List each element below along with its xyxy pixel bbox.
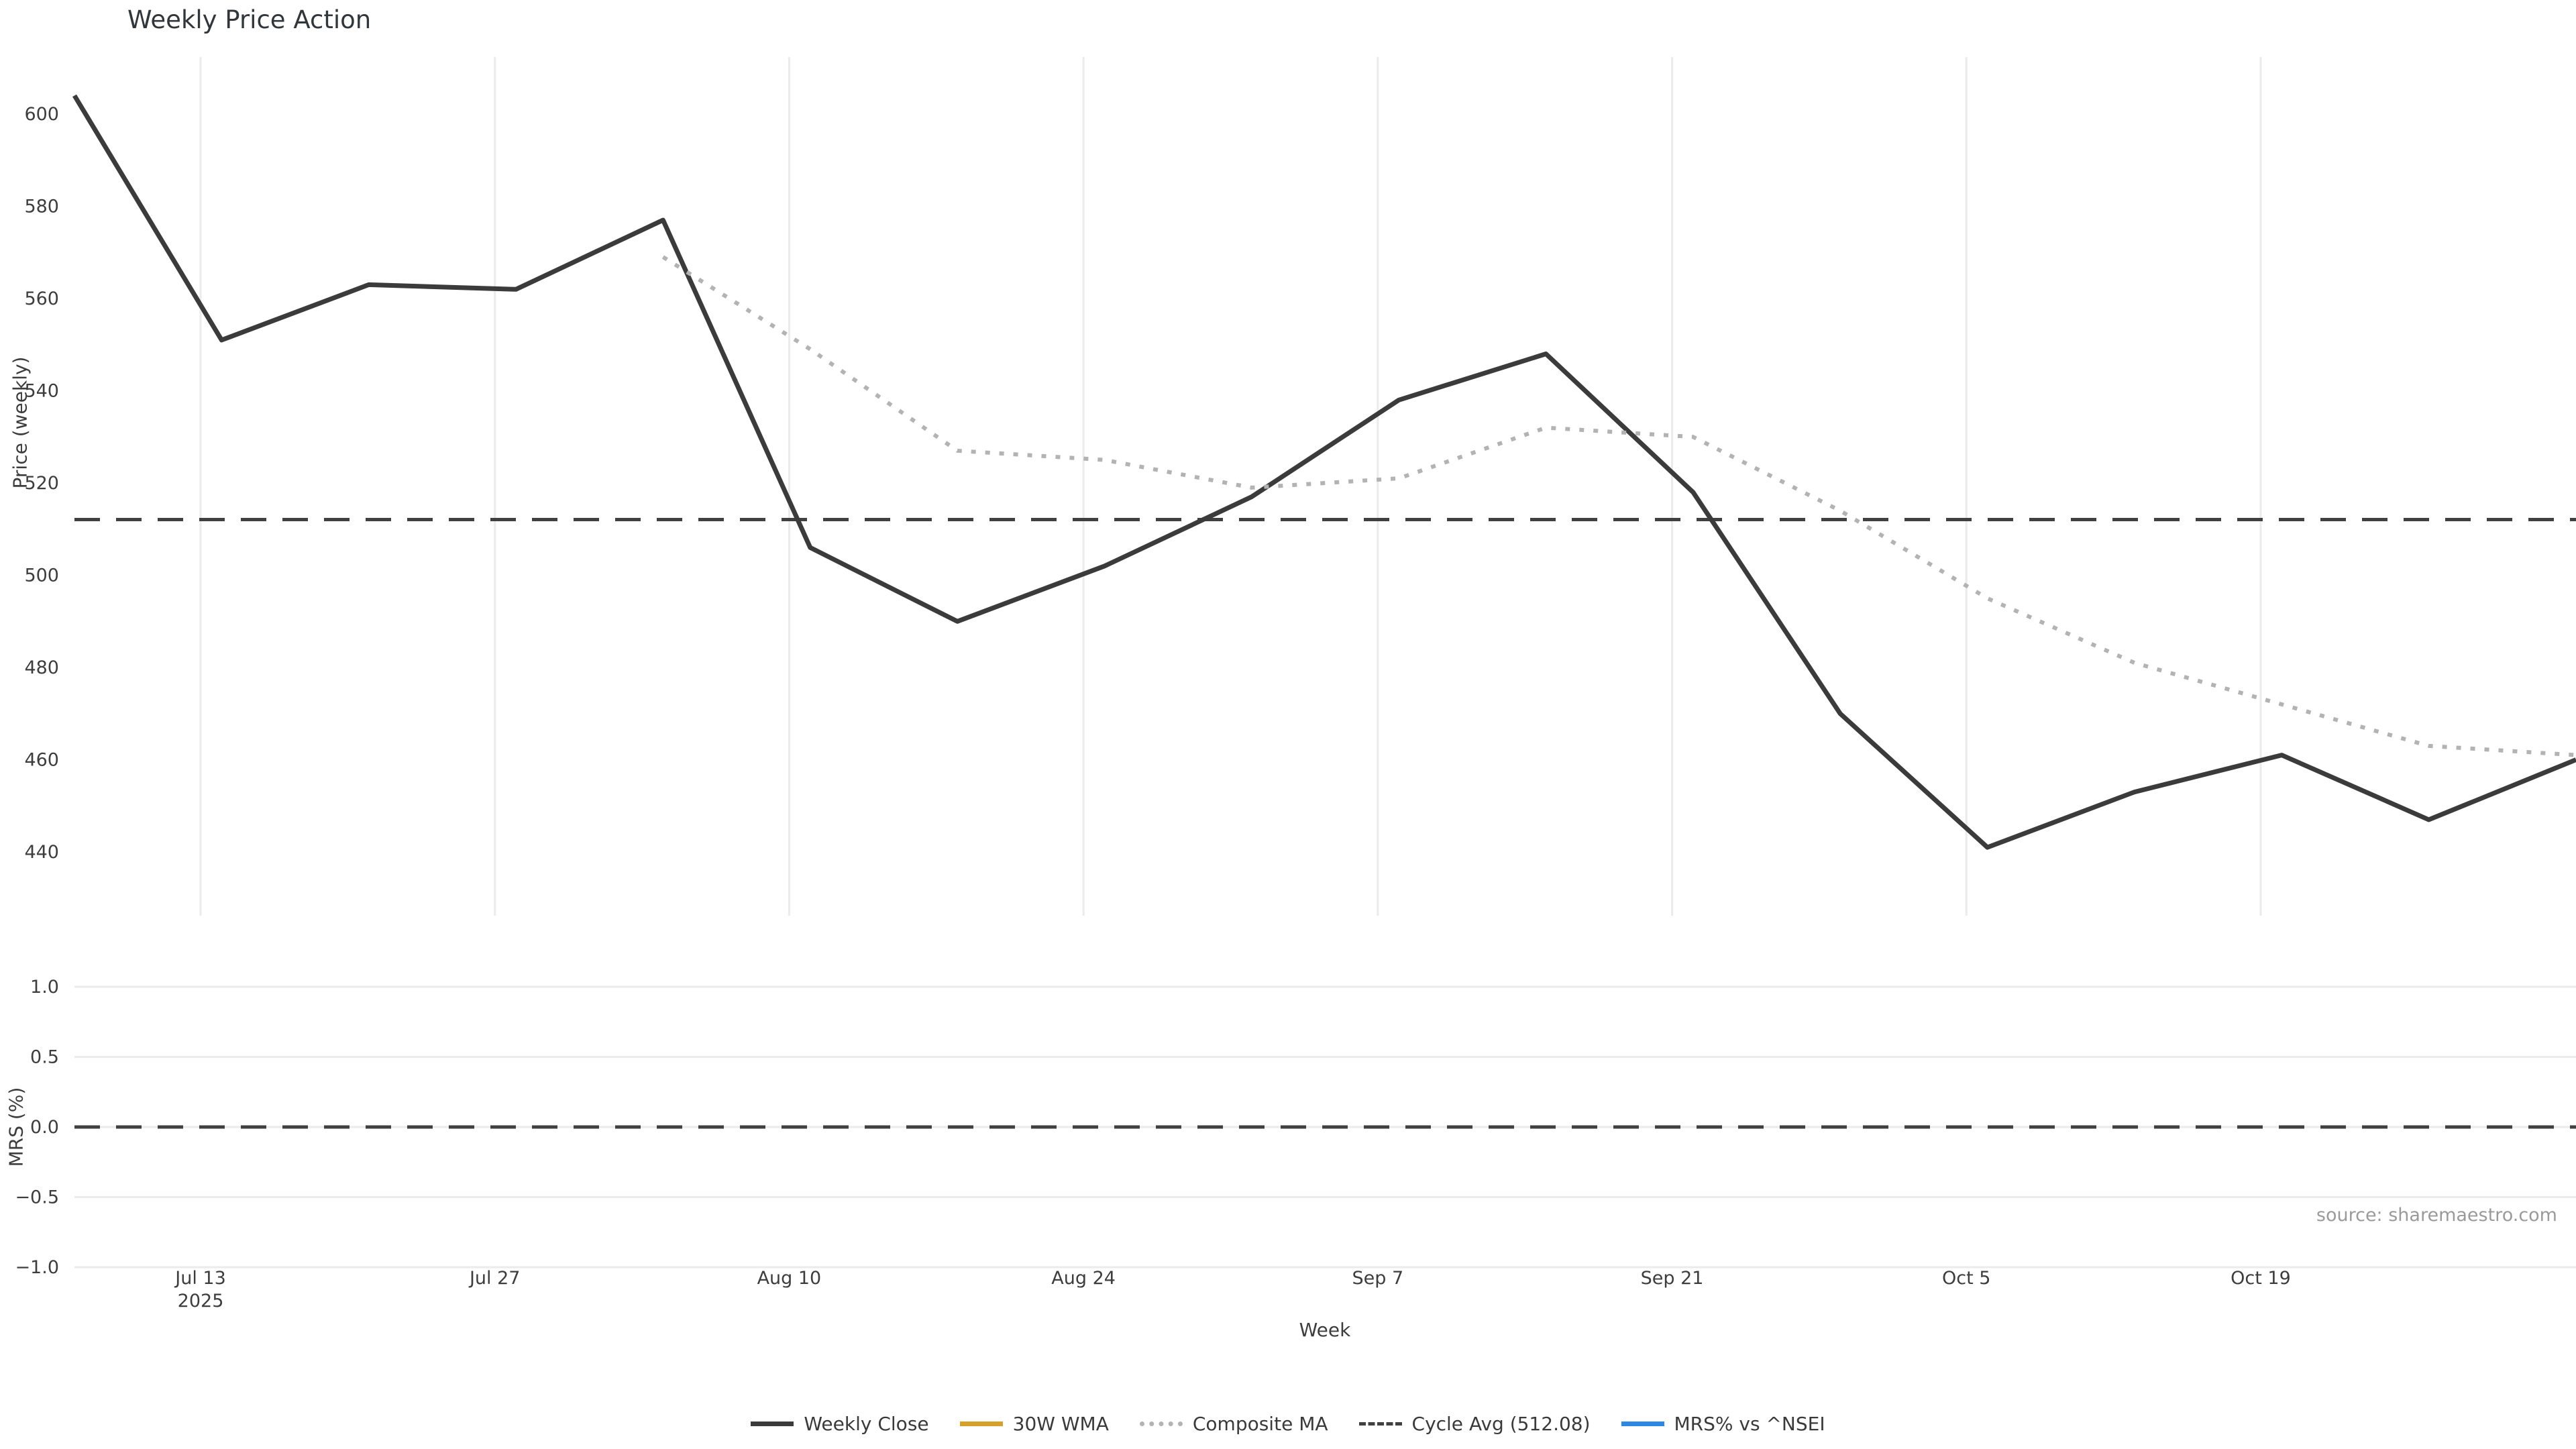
price-y-tick-label: 560: [24, 288, 59, 309]
x-axis-title: Week: [1299, 1319, 1351, 1341]
composite-ma-line: [661, 255, 2576, 757]
chart-title: Weekly Price Action: [127, 5, 372, 34]
legend-swatch-dotted: [1139, 1421, 1183, 1426]
x-tick-label: Oct 19: [2231, 1268, 2291, 1289]
legend-item: Weekly Close: [751, 1413, 929, 1435]
price-y-tick-label: 480: [24, 657, 59, 678]
legend-swatch-solid: [959, 1421, 1003, 1426]
legend-label: 30W WMA: [1012, 1413, 1109, 1435]
x-tick-label: Sep 7: [1352, 1268, 1404, 1289]
legend-swatch-solid: [1621, 1421, 1664, 1426]
price-y-tick-label: 500: [24, 566, 59, 586]
legend-item: Cycle Avg (512.08): [1358, 1413, 1591, 1435]
legend-item: MRS% vs ^NSEI: [1621, 1413, 1825, 1435]
mrs-y-tick-label: 0.0: [30, 1117, 59, 1138]
legend-swatch-dashed: [1358, 1422, 1402, 1426]
x-tick-label: Jul 27: [468, 1268, 521, 1289]
mrs-y-tick-label: 0.5: [30, 1047, 59, 1068]
mrs-y-tick-label: −1.0: [15, 1257, 59, 1278]
x-tick-year-label: 2025: [178, 1291, 224, 1311]
x-tick-label: Oct 5: [1942, 1268, 1990, 1289]
price-axis-label: Price (weekly): [9, 356, 32, 489]
legend-label: Cycle Avg (512.08): [1411, 1413, 1591, 1435]
weekly-close-line: [72, 94, 2576, 850]
price-y-tick-label: 600: [24, 104, 59, 125]
mrs-y-tick-label: 1.0: [30, 977, 59, 998]
price-y-tick-label: 440: [24, 842, 59, 863]
x-tick-label: Aug 24: [1051, 1268, 1116, 1289]
legend-label: MRS% vs ^NSEI: [1674, 1413, 1825, 1435]
legend-swatch-solid: [751, 1421, 794, 1426]
price-y-tick-label: 540: [24, 381, 59, 402]
x-tick-label: Jul 13: [174, 1268, 226, 1289]
price-y-tick-label: 520: [24, 473, 59, 494]
x-tick-label: Sep 21: [1641, 1268, 1704, 1289]
legend-label: Composite MA: [1192, 1413, 1328, 1435]
price-y-tick-label: 580: [24, 197, 59, 217]
legend: Weekly Close 30W WMA Composite MA Cycle Avg…: [0, 1413, 2576, 1435]
legend-label: Weekly Close: [804, 1413, 929, 1435]
legend-item: 30W WMA: [959, 1413, 1109, 1435]
x-tick-label: Aug 10: [757, 1268, 822, 1289]
mrs-axis-label: MRS (%): [5, 1087, 28, 1167]
mrs-y-tick-label: −0.5: [15, 1187, 59, 1208]
legend-item: Composite MA: [1139, 1413, 1328, 1435]
price-y-tick-label: 460: [24, 750, 59, 771]
source-note: source: sharemaestro.com: [2316, 1205, 2557, 1226]
